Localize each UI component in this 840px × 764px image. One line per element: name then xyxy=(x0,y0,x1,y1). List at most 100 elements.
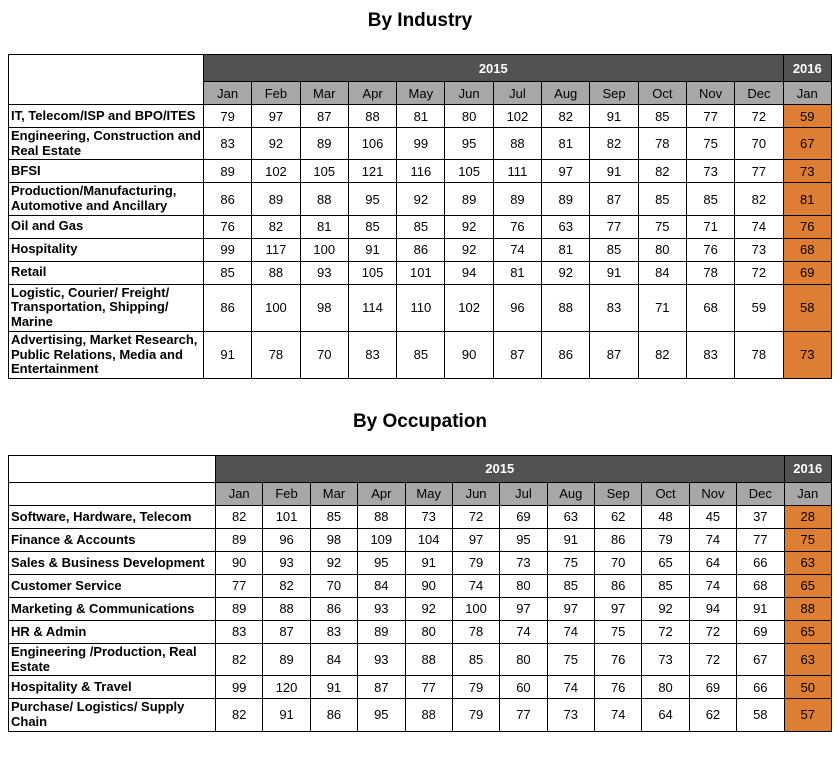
cell-value-2015: 85 xyxy=(396,214,446,239)
cell-value-2015: 85 xyxy=(309,504,359,529)
cell-value-2015: 75 xyxy=(546,642,596,677)
cell-value-2015: 85 xyxy=(641,573,690,598)
row-label: Production/Manufacturing, Automotive and… xyxy=(8,182,204,216)
industry-section-title: By Industry xyxy=(367,10,473,31)
cell-value-2016: 63 xyxy=(783,642,832,677)
table-row: BFSI 89 102 105 121 116 105 111 97 91 82 73 77 73 xyxy=(8,159,833,184)
cell-value-2015: 99 xyxy=(214,675,264,700)
table-row: HR & Admin 83 87 83 89 80 78 74 74 75 72 72 69 65 xyxy=(8,619,832,644)
cell-value-2015: 90 xyxy=(444,330,494,379)
month-header: Apr xyxy=(357,481,406,506)
cell-value-2016: 73 xyxy=(782,159,833,184)
cell-value-2015: 96 xyxy=(492,283,543,332)
cell-value-2015: 88 xyxy=(492,126,543,161)
table-row: Sales & Business Development 90 93 92 95 91 79… xyxy=(8,550,832,575)
cell-value-2015: 95 xyxy=(499,527,548,552)
cell-value-2016: 50 xyxy=(783,675,832,700)
cell-value-2015: 84 xyxy=(309,642,359,677)
empty-label-header-cell xyxy=(8,54,204,105)
cell-value-2015: 67 xyxy=(736,642,785,677)
cell-value-2015: 83 xyxy=(202,126,253,161)
occupation-section-title: By Occupation xyxy=(352,410,488,432)
cell-value-2015: 70 xyxy=(593,550,643,575)
cell-value-2015: 89 xyxy=(492,182,543,216)
cell-value-2015: 73 xyxy=(685,159,736,184)
cell-value-2015: 91 xyxy=(589,104,639,128)
cell-value-2015: 88 xyxy=(404,642,453,677)
cell-value-2015: 101 xyxy=(396,260,446,285)
cell-value-2015: 83 xyxy=(309,619,359,644)
cell-value-2015: 93 xyxy=(299,260,349,285)
cell-value-2015: 93 xyxy=(357,596,406,621)
cell-value-2015: 72 xyxy=(734,104,784,128)
year-header-row: 2015 2016 xyxy=(8,54,833,105)
cell-value-2015: 84 xyxy=(637,260,687,285)
cell-value-2015: 95 xyxy=(347,182,398,216)
cell-value-2015: 86 xyxy=(309,596,359,621)
month-header: Jun xyxy=(444,81,494,105)
cell-value-2015: 87 xyxy=(589,330,639,379)
table-row: Production/Manufacturing, Automotive and… xyxy=(8,182,833,216)
cell-value-2015: 121 xyxy=(347,159,398,184)
cell-value-2015: 68 xyxy=(685,283,736,332)
cell-value-2016: 59 xyxy=(782,104,833,128)
cell-value-2015: 74 xyxy=(688,573,738,598)
cell-value-2015: 82 xyxy=(637,330,687,379)
occupation-table: 2015 2016 Jan Feb Mar Apr May Jun Jul Aug Sep Oct No… xyxy=(8,454,832,732)
cell-value-2015: 89 xyxy=(262,642,311,677)
cell-value-2015: 69 xyxy=(688,675,738,700)
cell-value-2015: 74 xyxy=(499,619,548,644)
cell-value-2015: 82 xyxy=(541,104,591,128)
cell-value-2015: 62 xyxy=(688,698,738,732)
cell-value-2015: 80 xyxy=(404,619,453,644)
month-header: May xyxy=(396,81,446,105)
cell-value-2015: 73 xyxy=(641,642,690,677)
cell-value-2015: 85 xyxy=(637,182,687,216)
cell-value-2015: 91 xyxy=(736,596,785,621)
year-2015-header: 2015 xyxy=(203,54,784,82)
cell-value-2016: 65 xyxy=(783,573,832,598)
cell-value-2015: 77 xyxy=(404,675,453,700)
month-header: Aug xyxy=(546,481,596,506)
table-row: Software, Hardware, Telecom 82 101 85 88 73 72… xyxy=(8,504,832,529)
month-header: Jul xyxy=(499,481,548,506)
cell-value-2015: 99 xyxy=(202,237,253,262)
cell-value-2015: 90 xyxy=(404,573,453,598)
month-header-row: Jan Feb Mar Apr May Jun Jul Aug Sep Oct Nov Dec Jan xyxy=(9,81,833,105)
cell-value-2016: 76 xyxy=(782,214,833,239)
cell-value-2015: 80 xyxy=(641,675,690,700)
cell-value-2015: 63 xyxy=(541,214,591,239)
cell-value-2015: 64 xyxy=(641,698,690,732)
cell-value-2016: 57 xyxy=(783,698,832,732)
row-label: Finance & Accounts xyxy=(8,527,216,552)
cell-value-2015: 72 xyxy=(734,260,784,285)
year-2016-header: 2016 xyxy=(782,54,833,82)
cell-value-2015: 116 xyxy=(396,159,446,184)
cell-value-2015: 105 xyxy=(299,159,349,184)
industry-table: 2015 2016 Jan Feb Mar Apr May Jun Jul Aug Sep Oct No… xyxy=(8,54,833,379)
cell-value-2015: 92 xyxy=(251,126,301,161)
cell-value-2015: 77 xyxy=(734,159,784,184)
cell-value-2015: 85 xyxy=(347,214,398,239)
cell-value-2015: 82 xyxy=(589,126,639,161)
cell-value-2015: 89 xyxy=(541,182,591,216)
row-label: Logistic, Courier/ Freight/ Transportati… xyxy=(8,283,204,332)
cell-value-2015: 80 xyxy=(499,642,548,677)
cell-value-2015: 69 xyxy=(499,504,548,529)
cell-value-2015: 81 xyxy=(299,214,349,239)
cell-value-2015: 64 xyxy=(688,550,738,575)
month-header: Dec xyxy=(734,81,784,105)
cell-value-2015: 111 xyxy=(492,159,543,184)
cell-value-2015: 104 xyxy=(404,527,453,552)
cell-value-2015: 48 xyxy=(641,504,690,529)
table-row: Advertising, Market Research, Public Rel… xyxy=(8,330,833,379)
cell-value-2015: 87 xyxy=(589,182,639,216)
cell-value-2016: 63 xyxy=(783,550,832,575)
table-row: Marketing & Communications 89 88 86 93 92 100 9… xyxy=(8,596,832,621)
cell-value-2015: 81 xyxy=(492,260,543,285)
year-2015-header: 2015 xyxy=(215,454,785,483)
table-row: Oil and Gas 76 82 81 85 85 92 76 63 77 75 71 74 76 xyxy=(8,214,833,239)
cell-value-2015: 82 xyxy=(734,182,784,216)
table-row: Engineering /Production, Real Estate 82 89… xyxy=(8,642,832,677)
cell-value-2015: 97 xyxy=(451,527,501,552)
